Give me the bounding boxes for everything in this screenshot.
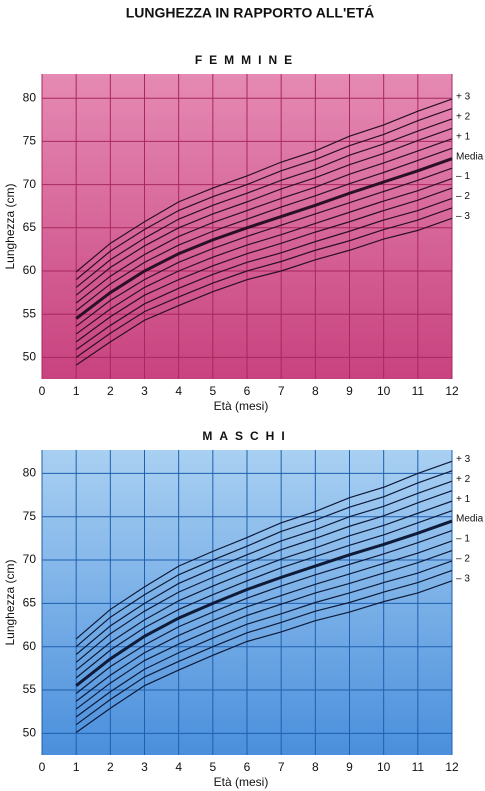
- x-tick-label: 5: [209, 384, 216, 398]
- curve-label: + 3: [456, 92, 471, 103]
- x-tick-label: 7: [278, 760, 285, 774]
- x-tick-label: 12: [445, 760, 459, 774]
- curve: [75, 138, 453, 304]
- curve: [75, 177, 453, 335]
- chart-title: FEMMINE: [195, 53, 299, 67]
- curve: [75, 118, 453, 288]
- curve-label: – 2: [456, 554, 470, 565]
- y-tick-label: 80: [23, 466, 37, 480]
- y-tick-label: 65: [23, 596, 37, 610]
- x-tick-label: 10: [377, 384, 391, 398]
- y-tick-label: 75: [23, 134, 37, 148]
- x-tick-label: 11: [412, 384, 425, 398]
- curve-label: – 1: [456, 534, 470, 545]
- curve: [75, 530, 453, 694]
- x-tick-label: 2: [107, 760, 114, 774]
- y-axis-label: Lunghezza (cm): [3, 559, 17, 645]
- curve: [75, 569, 453, 726]
- curve: [75, 147, 453, 312]
- curve: [75, 470, 453, 648]
- y-tick-label: 55: [23, 682, 37, 696]
- curve: [75, 480, 453, 655]
- curve: [75, 540, 453, 702]
- y-tick-label: 50: [23, 726, 37, 740]
- curve-label: – 1: [456, 171, 470, 182]
- x-tick-label: 10: [377, 760, 391, 774]
- curve-label: – 2: [456, 191, 470, 202]
- y-tick-label: 70: [23, 177, 37, 191]
- y-tick-label: 55: [23, 306, 37, 320]
- curve-label: + 2: [456, 474, 471, 485]
- curve-label: – 3: [456, 573, 470, 584]
- y-tick-label: 80: [23, 90, 37, 104]
- x-tick-label: 6: [244, 384, 251, 398]
- y-tick-label: 60: [23, 263, 37, 277]
- page-title: LUNGHEZZA IN RAPPORTO ALL'ETÁ: [126, 5, 375, 21]
- curve: [75, 127, 453, 296]
- y-tick-label: 65: [23, 220, 37, 234]
- curve: [75, 519, 453, 687]
- curve-label: – 3: [456, 211, 470, 222]
- curve: [75, 197, 453, 351]
- curve-label: Media: [456, 151, 484, 162]
- x-tick-label: 5: [209, 760, 216, 774]
- y-tick-label: 60: [23, 639, 37, 653]
- curve: [75, 187, 453, 343]
- x-tick-label: 6: [244, 760, 251, 774]
- curve: [75, 560, 453, 718]
- curve: [75, 217, 453, 366]
- curve: [75, 207, 453, 358]
- x-tick-label: 8: [312, 760, 319, 774]
- curve: [75, 167, 453, 327]
- y-tick-label: 75: [23, 509, 37, 523]
- x-tick-label: 9: [346, 384, 353, 398]
- curve-label: + 1: [456, 131, 471, 142]
- curve: [75, 157, 453, 320]
- x-tick-label: 3: [141, 384, 148, 398]
- curve: [75, 98, 453, 273]
- curve-label: Media: [456, 514, 484, 525]
- curve-label: + 1: [456, 494, 471, 505]
- x-axis-label: Età (mesi): [214, 399, 269, 413]
- x-tick-label: 2: [107, 384, 114, 398]
- curve: [75, 580, 453, 733]
- x-tick-label: 3: [141, 760, 148, 774]
- curve: [75, 107, 453, 281]
- curve: [75, 460, 453, 640]
- curve-label: + 3: [456, 454, 471, 465]
- curve: [75, 500, 453, 671]
- x-tick-label: 4: [175, 384, 182, 398]
- x-tick-label: 8: [312, 384, 319, 398]
- x-tick-label: 7: [278, 384, 285, 398]
- x-tick-label: 1: [73, 384, 80, 398]
- x-tick-label: 0: [39, 384, 46, 398]
- y-tick-label: 50: [23, 350, 37, 364]
- x-tick-label: 9: [346, 760, 353, 774]
- y-axis-label: Lunghezza (cm): [3, 183, 17, 269]
- x-axis-label: Età (mesi): [214, 775, 269, 789]
- x-tick-label: 1: [73, 760, 80, 774]
- curve: [75, 490, 453, 663]
- curve: [75, 510, 453, 679]
- chart-title: MASCHI: [202, 429, 291, 443]
- x-tick-label: 0: [39, 760, 46, 774]
- x-tick-label: 4: [175, 760, 182, 774]
- x-tick-label: 12: [445, 384, 459, 398]
- curve-label: + 2: [456, 112, 471, 123]
- x-tick-label: 11: [412, 760, 425, 774]
- curve: [75, 549, 453, 710]
- y-tick-label: 70: [23, 552, 37, 566]
